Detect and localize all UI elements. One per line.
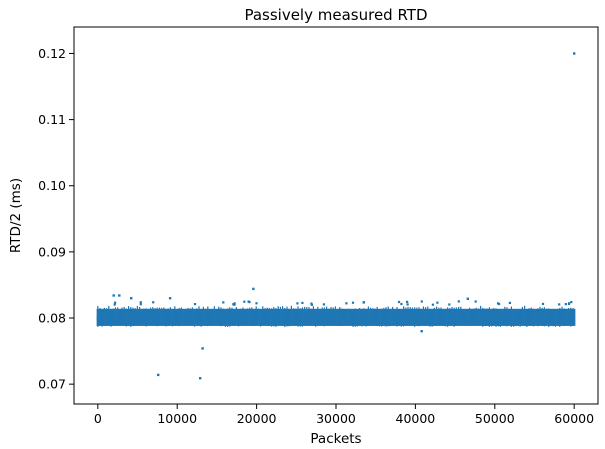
data-point	[114, 301, 117, 304]
x-tick-label: 0	[94, 411, 102, 426]
data-point	[252, 287, 255, 291]
data-point	[243, 300, 246, 303]
data-point	[139, 303, 142, 306]
data-point	[541, 302, 545, 305]
data-point	[157, 373, 160, 377]
x-axis-label: Packets	[310, 431, 361, 447]
data-point	[448, 303, 451, 306]
data-point	[397, 300, 401, 304]
data-point	[568, 302, 571, 305]
data-point	[406, 303, 409, 306]
y-tick-label: 0.09	[38, 244, 66, 259]
y-tick-label: 0.08	[38, 311, 66, 326]
data-point	[96, 316, 99, 320]
data-point	[496, 302, 500, 305]
data-point	[247, 300, 250, 303]
x-tick-label: 20000	[237, 411, 277, 426]
data-point	[255, 302, 258, 305]
x-tick-label: 10000	[157, 411, 197, 426]
y-tick-label: 0.12	[38, 46, 66, 61]
x-tick-label: 40000	[396, 411, 436, 426]
data-point	[406, 300, 409, 303]
data-point	[564, 303, 567, 306]
y-tick-label: 0.11	[38, 112, 66, 127]
data-point	[130, 297, 133, 300]
data-point	[558, 303, 561, 306]
data-point	[345, 302, 348, 305]
data-point	[233, 303, 236, 306]
data-point	[570, 301, 573, 304]
data-point	[362, 301, 365, 304]
data-point	[113, 303, 116, 306]
y-tick-label: 0.07	[38, 377, 66, 392]
y-axis-label: RTD/2 (ms)	[8, 178, 24, 253]
data-point	[310, 302, 313, 305]
x-tick-label: 60000	[554, 411, 594, 426]
data-point	[351, 301, 355, 304]
data-point	[139, 301, 142, 304]
x-tick-label: 30000	[316, 411, 356, 426]
data-point	[233, 302, 236, 305]
data-point	[310, 303, 313, 306]
data-point	[466, 297, 469, 300]
data-point	[222, 301, 225, 304]
data-point	[420, 330, 423, 333]
data-point	[152, 301, 155, 304]
data-point	[400, 302, 403, 306]
data-point	[168, 297, 172, 300]
data-point	[232, 303, 235, 306]
y-tick-label: 0.10	[38, 178, 66, 193]
data-point	[112, 294, 115, 297]
data-point	[296, 302, 299, 305]
data-point	[474, 300, 477, 303]
data-point	[457, 300, 460, 303]
data-point	[436, 301, 439, 304]
x-tick-label: 50000	[475, 411, 515, 426]
data-point	[508, 301, 511, 304]
data-point	[193, 303, 197, 306]
data-point	[118, 294, 121, 297]
plot-frame	[73, 26, 599, 405]
data-point	[199, 377, 202, 380]
data-point	[322, 303, 325, 306]
data-point	[420, 300, 423, 303]
data-point	[431, 303, 434, 306]
chart-title: Passively measured RTD	[244, 6, 427, 24]
data-point	[573, 52, 576, 55]
data-point	[301, 301, 304, 304]
data-point	[201, 347, 204, 350]
